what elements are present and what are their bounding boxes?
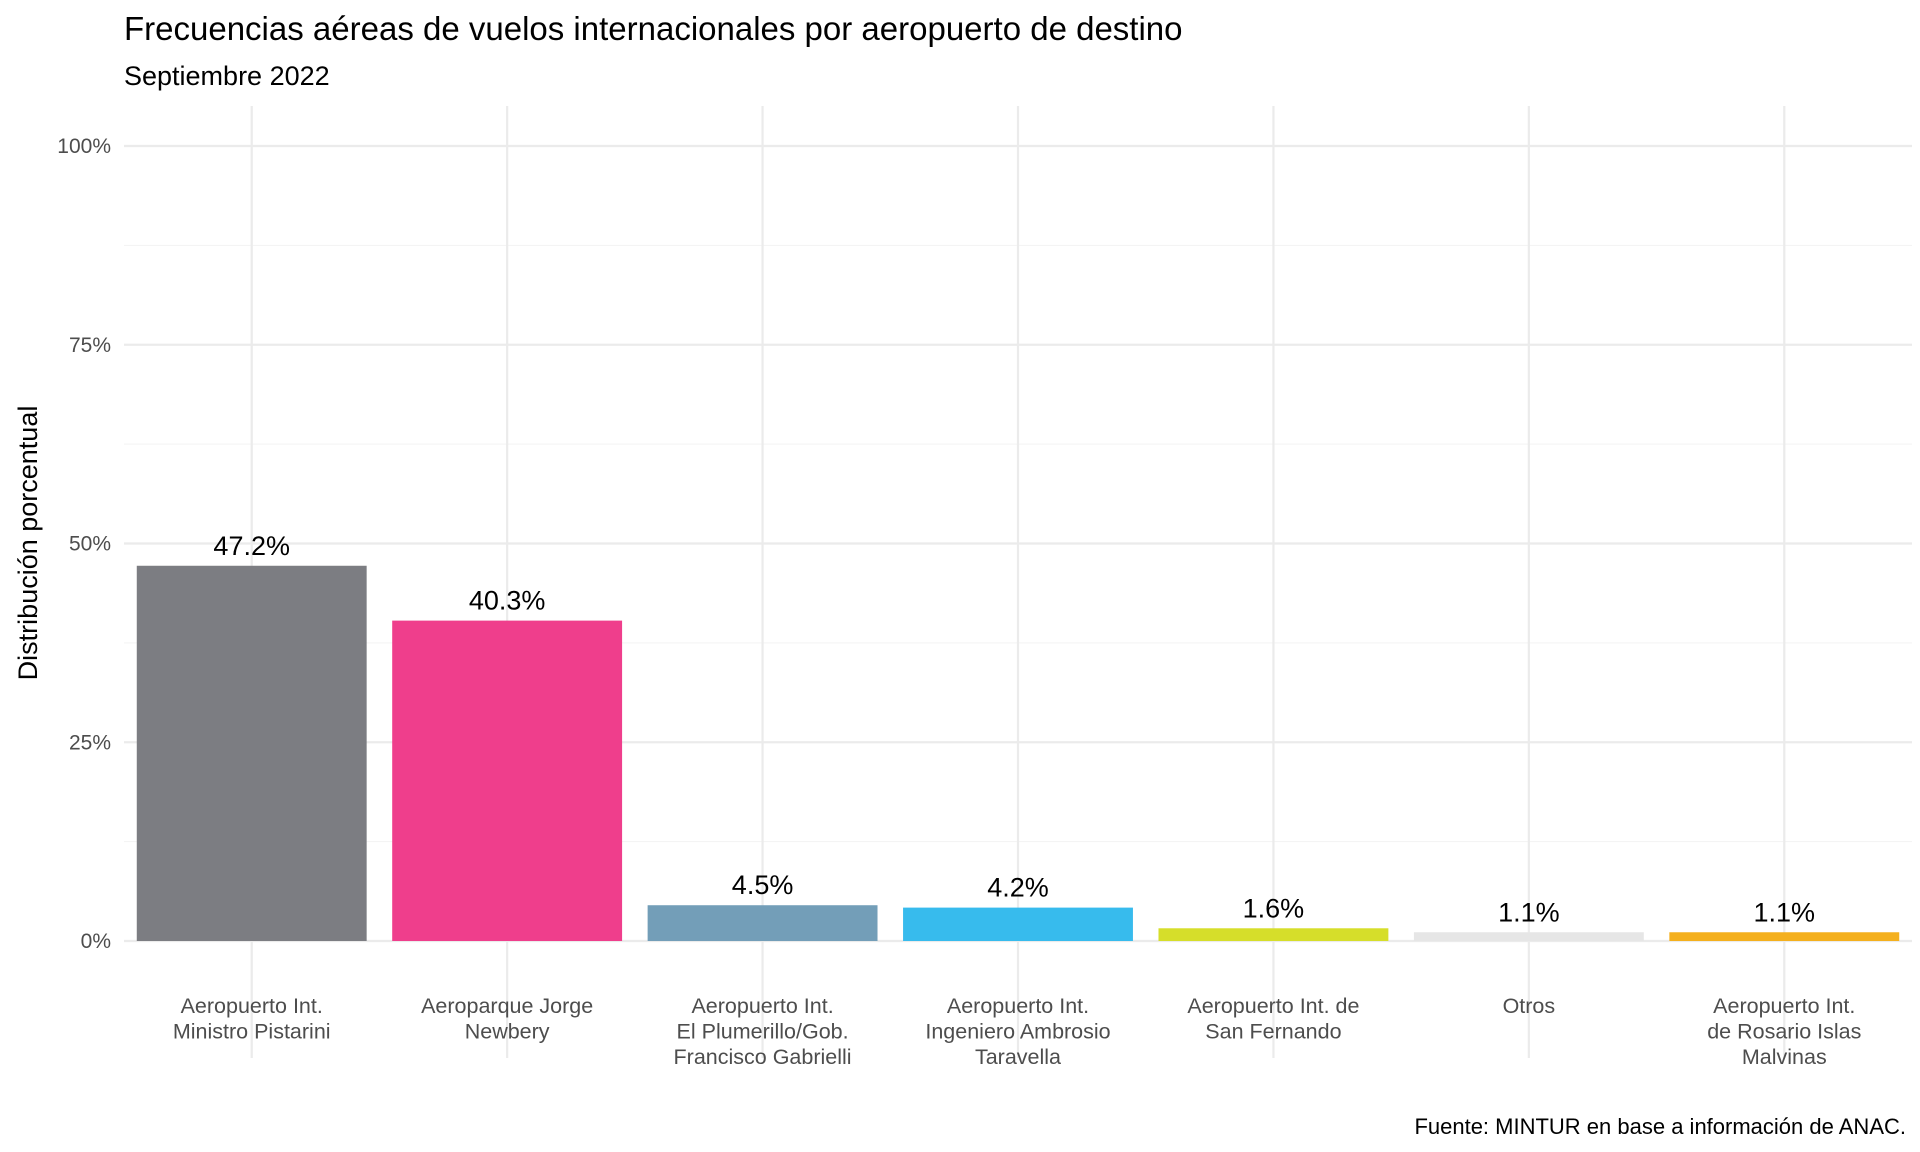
bar-value-label: 40.3%: [469, 586, 546, 616]
y-axis-label: Distribución porcentual: [13, 406, 43, 681]
bar-value-labels: 47.2% 40.3% 4.5% 4.2% 1.6% 1.1% 1.1%: [213, 531, 1815, 927]
bar: [136, 565, 367, 941]
x-tick-label: Aeropuerto Int. Ingeniero Ambrosio Taravel…: [925, 994, 1110, 1069]
x-axis-ticks: Aeropuerto Int. Ministro Pistarini Aeropar…: [173, 994, 1862, 1069]
bar-value-label: 47.2%: [213, 531, 290, 561]
y-axis-ticks: 0% 25% 50% 75% 100%: [57, 135, 111, 953]
bar-value-label: 4.5%: [732, 870, 794, 900]
bars: [136, 565, 1900, 941]
bar-value-label: 1.1%: [1754, 897, 1816, 927]
bar: [1158, 928, 1389, 941]
x-tick-label: Aeroparque Jorge Newbery: [421, 994, 593, 1044]
x-tick-label: Aeropuerto Int. de Rosario Islas Malvinas: [1707, 994, 1861, 1069]
x-tick-label: Otros: [1503, 994, 1556, 1018]
y-tick-label: 0%: [81, 930, 111, 953]
chart-title: Frecuencias aéreas de vuelos internacion…: [124, 10, 1183, 47]
x-tick-label: Aeropuerto Int. El Plumerillo/Gob. Francis…: [674, 994, 852, 1069]
y-tick-label: 100%: [57, 135, 111, 158]
bar: [1413, 932, 1644, 941]
bar: [647, 905, 878, 941]
chart-caption: Fuente: MINTUR en base a información de …: [1414, 1114, 1906, 1139]
bar: [392, 620, 623, 941]
x-tick-label: Aeropuerto Int. Ministro Pistarini: [173, 994, 331, 1044]
bar: [1669, 932, 1900, 941]
bar-value-label: 1.1%: [1498, 897, 1560, 927]
bar: [903, 907, 1133, 941]
y-tick-label: 75%: [69, 334, 111, 357]
y-tick-label: 50%: [69, 533, 111, 556]
bar-value-label: 4.2%: [987, 873, 1049, 903]
y-tick-label: 25%: [69, 731, 111, 754]
bar-value-label: 1.6%: [1243, 893, 1305, 923]
x-tick-label: Aeropuerto Int. de San Fernando: [1187, 994, 1359, 1044]
chart-subtitle: Septiembre 2022: [124, 61, 330, 91]
